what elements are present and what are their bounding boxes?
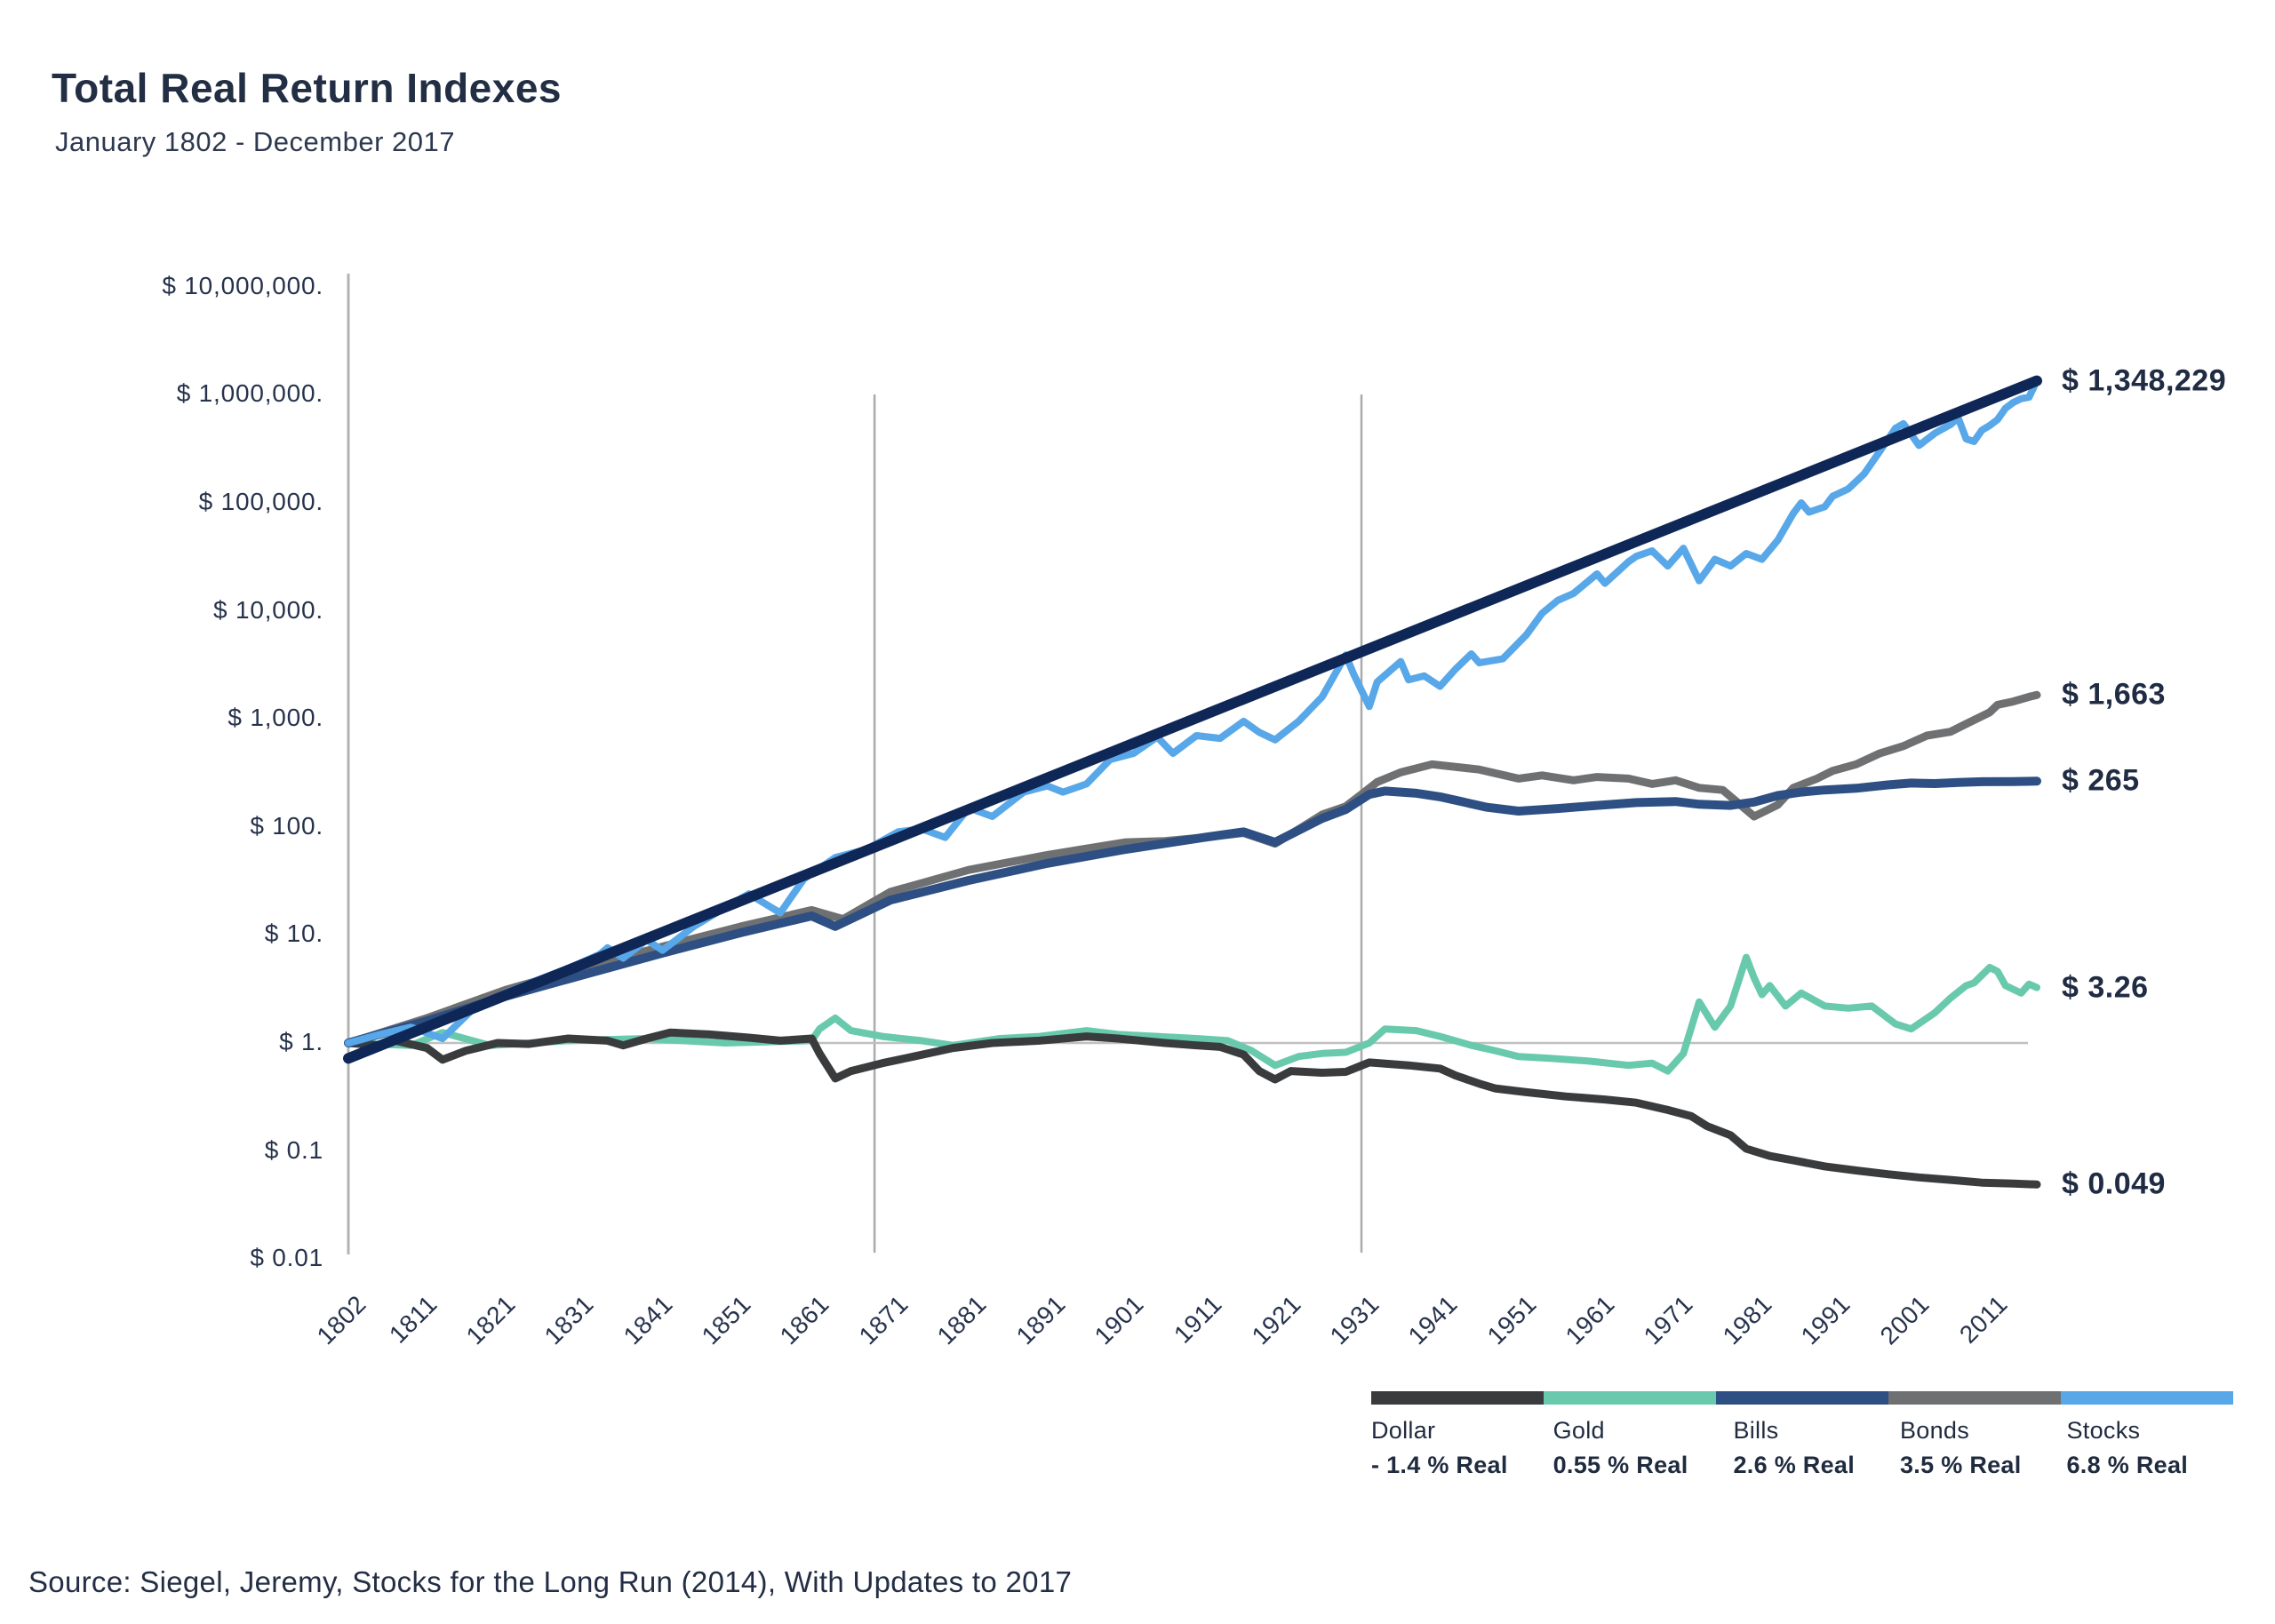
- end-label-stocks: $ 1,348,229: [2062, 363, 2227, 398]
- legend-item-name: Dollar: [1371, 1417, 1436, 1444]
- series-line-gold: [345, 953, 2040, 1075]
- series-line-bonds: [344, 690, 2041, 1047]
- end-label-dollar: $ 0.049: [2062, 1166, 2166, 1201]
- y-axis-tick-label: $ 1,000.: [228, 704, 323, 732]
- series-line-stocks: [345, 377, 2040, 1047]
- legend-item-name: Gold: [1553, 1417, 1605, 1444]
- legend-item-bonds: Bonds 3.5 % Real: [1900, 1417, 2067, 1479]
- legend: Dollar - 1.4 % Real Gold 0.55 % Real Bills 2.…: [1371, 1391, 2233, 1479]
- trend-line-stocks: [343, 375, 2042, 1064]
- legend-labels: Dollar - 1.4 % Real Gold 0.55 % Real Bills 2.…: [1371, 1417, 2233, 1479]
- series-line-bills: [344, 776, 2041, 1047]
- legend-item-name: Bonds: [1899, 1417, 1970, 1444]
- y-axis-tick-label: $ 0.1: [264, 1135, 323, 1164]
- y-axis-tick-label: $ 1,000,000.: [176, 379, 323, 408]
- y-axis-tick-label: $ 100,000.: [198, 488, 323, 515]
- y-axis-tick-label: $ 1.: [279, 1028, 323, 1055]
- legend-item-value: - 1.4 % Real: [1371, 1452, 1508, 1478]
- y-axis-tick-label: $ 0.01: [250, 1244, 323, 1272]
- y-axis-tick-label: $ 10.: [264, 919, 323, 948]
- legend-item-name: Stocks: [2066, 1417, 2141, 1444]
- legend-item-value: 3.5 % Real: [1899, 1452, 2022, 1478]
- legend-swatch-stocks: [2061, 1391, 2233, 1405]
- page-subtitle: January 1802 - December 2017: [55, 126, 455, 157]
- legend-item-stocks: Stocks 6.8 % Real: [2066, 1417, 2233, 1479]
- y-axis-tick-label: $ 100.: [250, 811, 323, 840]
- end-label-bills: $ 265: [2062, 763, 2140, 798]
- legend-item-value: 2.6 % Real: [1733, 1452, 1856, 1478]
- legend-swatch-dollar: [1371, 1391, 1544, 1405]
- legend-swatch-bills: [1716, 1391, 1888, 1405]
- series-line-dollar: [344, 1028, 2041, 1189]
- y-axis-tick-label: $ 10,000,000.: [162, 271, 323, 299]
- legend-swatch-gold: [1544, 1391, 1716, 1405]
- y-axis-tick-label: $ 10,000.: [213, 595, 323, 624]
- legend-item-bills: Bills 2.6 % Real: [1733, 1417, 1900, 1479]
- legend-item-dollar: Dollar - 1.4 % Real: [1371, 1417, 1553, 1479]
- source-note: Source: Siegel, Jeremy, Stocks for the L…: [28, 1565, 1073, 1598]
- legend-item-value: 0.55 % Real: [1553, 1452, 1688, 1478]
- end-label-bonds: $ 1,663: [2062, 677, 2166, 712]
- legend-swatch-bonds: [1888, 1391, 2061, 1405]
- legend-color-bar: [1371, 1391, 2233, 1405]
- legend-item-gold: Gold 0.55 % Real: [1553, 1417, 1734, 1479]
- legend-item-name: Bills: [1733, 1417, 1779, 1444]
- legend-item-value: 6.8 % Real: [2066, 1452, 2189, 1478]
- end-label-gold: $ 3.26: [2062, 970, 2149, 1005]
- page-title: Total Real Return Indexes: [52, 65, 563, 111]
